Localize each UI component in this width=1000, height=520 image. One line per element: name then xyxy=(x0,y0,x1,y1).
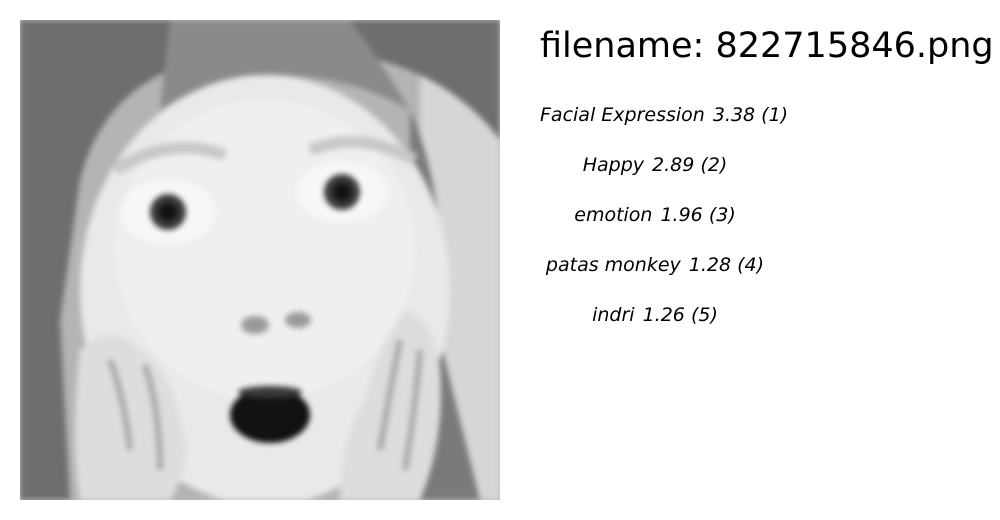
list-item: emotion 1.96 (3) xyxy=(540,200,770,250)
surprised-child-photo xyxy=(20,20,500,500)
label-rank: (5) xyxy=(690,304,718,326)
label-rank: (4) xyxy=(737,254,765,276)
label-score: 2.89 xyxy=(652,154,695,176)
list-item: indri 1.26 (5) xyxy=(540,300,770,350)
photo xyxy=(20,20,500,500)
filename-title: filename: 822715846.png xyxy=(540,26,994,66)
label-rank: (1) xyxy=(761,104,789,126)
label-score: 1.28 xyxy=(688,254,732,276)
label-name: emotion xyxy=(574,204,653,226)
list-item: patas monkey 1.28 (4) xyxy=(540,250,770,300)
label-score: 1.26 xyxy=(642,304,685,326)
label-name: patas monkey xyxy=(545,254,681,276)
list-item: Facial Expression 3.38 (1) xyxy=(540,100,788,150)
label-rank: (3) xyxy=(708,204,736,226)
prediction-label-list: Facial Expression 3.38 (1) Happy 2.89 (2) … xyxy=(540,100,788,350)
label-name: Facial Expression xyxy=(540,104,705,126)
label-score: 1.96 xyxy=(660,204,703,226)
list-item: Happy 2.89 (2) xyxy=(540,150,770,200)
label-rank: (2) xyxy=(700,154,728,176)
label-name: Happy xyxy=(582,154,644,176)
label-score: 3.38 xyxy=(712,104,756,126)
label-name: indri xyxy=(592,304,635,326)
